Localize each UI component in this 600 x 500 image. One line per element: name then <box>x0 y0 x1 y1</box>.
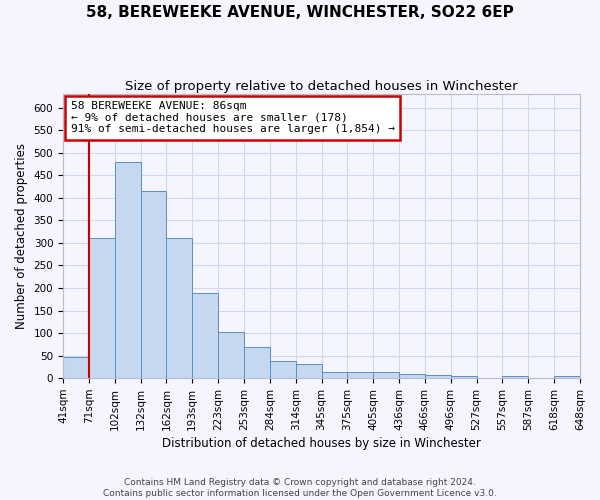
Title: Size of property relative to detached houses in Winchester: Size of property relative to detached ho… <box>125 80 518 93</box>
Bar <box>373 372 399 378</box>
Bar <box>218 332 244 378</box>
X-axis label: Distribution of detached houses by size in Winchester: Distribution of detached houses by size … <box>162 437 481 450</box>
Bar <box>554 376 580 378</box>
Bar <box>425 374 451 378</box>
Bar <box>399 374 425 378</box>
Bar <box>502 376 529 378</box>
Bar <box>140 191 166 378</box>
Bar <box>192 292 218 378</box>
Y-axis label: Number of detached properties: Number of detached properties <box>15 143 28 329</box>
Bar <box>451 376 476 378</box>
Bar <box>89 238 115 378</box>
Bar <box>115 162 140 378</box>
Bar <box>296 364 322 378</box>
Bar <box>166 238 192 378</box>
Bar <box>63 358 89 378</box>
Bar <box>322 372 347 378</box>
Text: Contains HM Land Registry data © Crown copyright and database right 2024.
Contai: Contains HM Land Registry data © Crown c… <box>103 478 497 498</box>
Bar <box>244 346 270 378</box>
Text: 58 BEREWEEKE AVENUE: 86sqm
← 9% of detached houses are smaller (178)
91% of semi: 58 BEREWEEKE AVENUE: 86sqm ← 9% of detac… <box>71 102 395 134</box>
Bar <box>347 372 373 378</box>
Text: 58, BEREWEEKE AVENUE, WINCHESTER, SO22 6EP: 58, BEREWEEKE AVENUE, WINCHESTER, SO22 6… <box>86 5 514 20</box>
Bar <box>270 361 296 378</box>
